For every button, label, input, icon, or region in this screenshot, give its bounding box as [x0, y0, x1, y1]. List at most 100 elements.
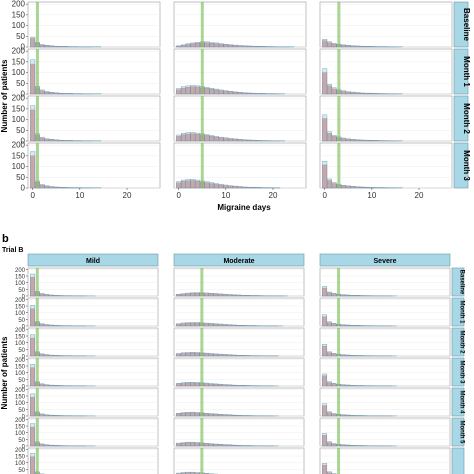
y-tick-label: 50 [18, 288, 25, 294]
reference-line [200, 448, 204, 474]
bar [345, 45, 351, 48]
bar [30, 453, 36, 474]
y-tick-label: 0 [22, 385, 26, 391]
bar [245, 355, 251, 357]
facet-cell [27, 327, 159, 357]
bar [355, 139, 361, 142]
facet-cell [27, 447, 159, 474]
facet-cell [173, 297, 305, 327]
bar [176, 383, 182, 387]
y-tick-label: 50 [18, 378, 25, 384]
bar [241, 325, 247, 327]
bar [251, 45, 257, 48]
bar [58, 139, 64, 142]
bar [48, 444, 54, 447]
y-tick-label: 50 [18, 318, 25, 324]
bar [44, 354, 49, 357]
row-strip [451, 267, 465, 297]
bar [250, 325, 256, 327]
bar [359, 325, 365, 327]
bar [359, 45, 365, 48]
y-tick-label: 50 [18, 468, 25, 474]
bar [204, 322, 209, 327]
bar [44, 45, 50, 48]
bar [245, 445, 251, 447]
facet-background [173, 297, 305, 327]
bar [180, 293, 186, 297]
reference-line [35, 268, 39, 296]
y-tick-label: 100 [12, 115, 26, 124]
bar [194, 472, 200, 474]
bar [231, 324, 237, 327]
bar [237, 45, 243, 48]
bar [39, 323, 45, 327]
bar [176, 323, 182, 327]
bar [331, 135, 337, 142]
reference-line [200, 2, 204, 47]
bar [213, 383, 219, 387]
bar [180, 382, 186, 387]
y-axis-label: Number of patients [0, 59, 9, 132]
bar [44, 294, 49, 297]
reference-line [200, 358, 204, 386]
bar [250, 295, 256, 297]
bar [218, 353, 223, 357]
row-strip [453, 48, 469, 95]
y-tick-label: 0 [21, 90, 26, 99]
bar [369, 92, 375, 95]
y-tick-label: 0 [21, 137, 26, 146]
bar [53, 325, 59, 327]
bar [58, 295, 63, 297]
y-tick-label: 50 [18, 408, 25, 414]
bar [231, 384, 237, 387]
bar [190, 292, 195, 297]
bar [204, 41, 210, 48]
facet-cell [27, 297, 159, 327]
bar [209, 182, 215, 189]
facet-background [27, 327, 159, 357]
bar [345, 354, 351, 357]
facet-background [173, 357, 305, 387]
bar [30, 105, 36, 142]
bar [236, 325, 242, 327]
y-tick-label: 200 [15, 358, 26, 364]
reference-line [337, 298, 341, 326]
row-strip-label: Baseline [458, 270, 464, 295]
bar [326, 321, 332, 327]
reference-line [35, 418, 39, 446]
reference-line [35, 388, 39, 416]
facet-background [319, 417, 451, 447]
row-strip-label: Month 1 [462, 56, 471, 87]
bar [185, 322, 191, 327]
bar [326, 291, 332, 297]
reference-line [337, 96, 341, 141]
y-tick-label: 0 [22, 415, 26, 421]
bar [350, 295, 355, 297]
column-strip [319, 253, 451, 267]
bar [176, 442, 182, 447]
y-tick-label: 100 [12, 21, 26, 30]
bar [322, 373, 328, 387]
bar [218, 43, 224, 48]
y-tick-label: 150 [15, 305, 26, 311]
bar [223, 90, 229, 95]
bar [194, 292, 200, 297]
facet-background [319, 95, 453, 142]
reference-line [337, 328, 341, 356]
facet-cell [319, 1, 453, 48]
y-tick-label: 100 [15, 281, 26, 287]
bar [231, 444, 237, 447]
facet-background [27, 417, 159, 447]
bar [345, 444, 351, 447]
bar [341, 44, 347, 48]
reference-line [35, 2, 39, 47]
bar [30, 334, 36, 357]
bar [180, 322, 186, 327]
bar [190, 179, 196, 189]
y-tick-label: 50 [16, 32, 25, 41]
bar [213, 443, 219, 447]
y-tick-label: 150 [12, 57, 26, 66]
bar [340, 324, 346, 327]
bar [213, 42, 219, 48]
bar [190, 441, 195, 447]
